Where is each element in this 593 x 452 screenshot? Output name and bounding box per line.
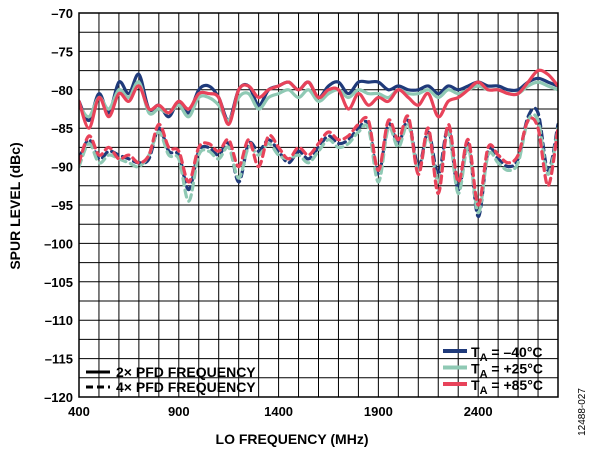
y-tick-label: –120 (44, 390, 73, 405)
plot-frame (78, 12, 559, 398)
y-tick-label: –100 (44, 236, 73, 251)
y-tick-label: –85 (51, 121, 73, 136)
x-tick-labels: 400 900 1400 1900 2400 (68, 404, 492, 419)
series-line-2x-plus85c (79, 68, 558, 130)
legend-temperature: TA = –40°CTA = +25°CTA = +85°C (443, 344, 543, 397)
legend-line-style: 2× PFD FREQUENCY 4× PFD FREQUENCY (86, 364, 256, 395)
grid (79, 13, 558, 397)
y-tick-label: –80 (51, 83, 73, 98)
y-tick-label: –95 (51, 198, 73, 213)
legend-temp-label: TA = +85°C (471, 377, 543, 397)
x-tick-label: 900 (168, 404, 190, 419)
y-tick-label: –90 (51, 160, 73, 175)
series-line-4x-minus40c (79, 106, 558, 219)
y-tick-label: –70 (51, 6, 73, 21)
y-tick-labels: –70 –75 –80 –85 –90 –95 –100 –105 –110 –115 –120 (44, 6, 73, 405)
series-line-2x-plus25c (79, 80, 558, 123)
x-tick-label: 2400 (464, 404, 493, 419)
series-group (79, 68, 558, 219)
series-line-4x-plus25c (79, 112, 558, 215)
y-tick-label: –75 (51, 44, 73, 59)
y-axis-title: SPUR LEVEL (dBc) (7, 142, 23, 269)
legend-temp-label: TA = –40°C (471, 344, 543, 364)
legend-solid-label: 2× PFD FREQUENCY (116, 364, 256, 380)
y-tick-label: –110 (45, 313, 73, 328)
legend-temp-label: TA = +25°C (471, 361, 543, 381)
y-tick-label: –105 (44, 275, 73, 290)
figure-code: 12488-027 (577, 388, 588, 436)
series-line-4x-plus85c (79, 114, 558, 207)
x-tick-label: 400 (68, 404, 90, 419)
y-tick-label: –115 (45, 352, 73, 367)
x-tick-label: 1400 (264, 404, 293, 419)
x-axis-title: LO FREQUENCY (MHz) (216, 431, 369, 447)
legend-dashed-label: 4× PFD FREQUENCY (116, 379, 256, 395)
x-tick-label: 1900 (364, 404, 393, 419)
